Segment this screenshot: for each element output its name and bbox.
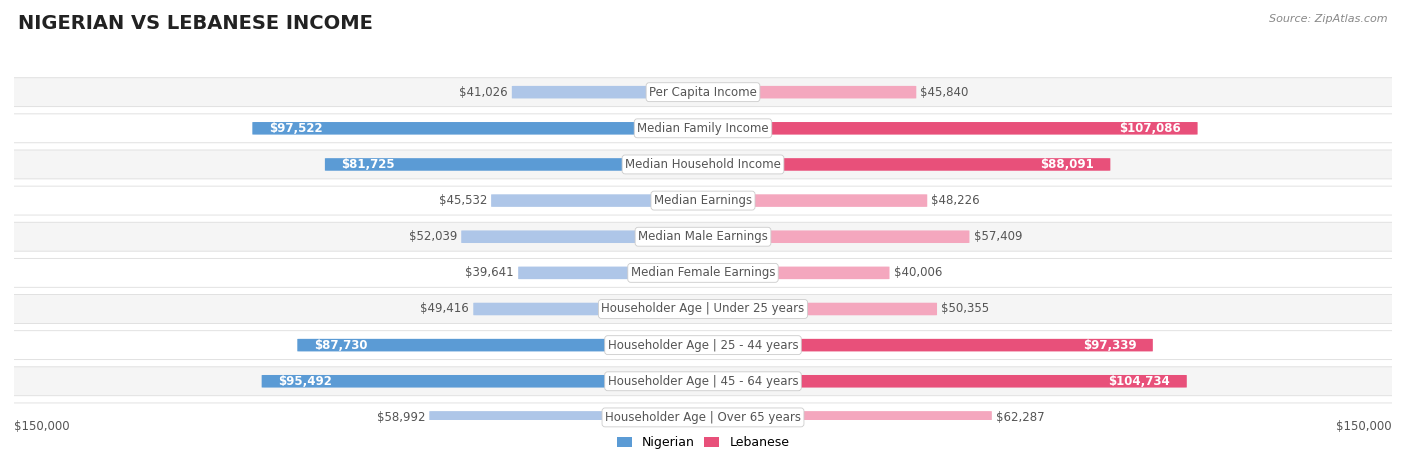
Text: NIGERIAN VS LEBANESE INCOME: NIGERIAN VS LEBANESE INCOME <box>18 14 373 33</box>
FancyBboxPatch shape <box>519 267 706 279</box>
Text: $58,992: $58,992 <box>377 411 425 424</box>
FancyBboxPatch shape <box>7 403 1399 432</box>
Text: $150,000: $150,000 <box>1336 419 1392 432</box>
FancyBboxPatch shape <box>7 367 1399 396</box>
FancyBboxPatch shape <box>700 194 927 207</box>
FancyBboxPatch shape <box>7 78 1399 106</box>
Text: $57,409: $57,409 <box>973 230 1022 243</box>
FancyBboxPatch shape <box>512 86 706 99</box>
Text: $50,355: $50,355 <box>941 303 990 316</box>
Text: $150,000: $150,000 <box>14 419 70 432</box>
FancyBboxPatch shape <box>700 375 1187 388</box>
FancyBboxPatch shape <box>700 158 1111 171</box>
FancyBboxPatch shape <box>7 331 1399 360</box>
Text: $88,091: $88,091 <box>1040 158 1094 171</box>
FancyBboxPatch shape <box>700 303 936 315</box>
Text: $52,039: $52,039 <box>409 230 457 243</box>
Text: $107,086: $107,086 <box>1119 122 1181 135</box>
FancyBboxPatch shape <box>491 194 706 207</box>
FancyBboxPatch shape <box>7 222 1399 251</box>
FancyBboxPatch shape <box>7 258 1399 287</box>
Text: Median Earnings: Median Earnings <box>654 194 752 207</box>
FancyBboxPatch shape <box>474 303 706 315</box>
Text: $87,730: $87,730 <box>314 339 367 352</box>
Text: $48,226: $48,226 <box>931 194 980 207</box>
Text: $41,026: $41,026 <box>458 85 508 99</box>
Text: $97,339: $97,339 <box>1083 339 1136 352</box>
Text: Median Male Earnings: Median Male Earnings <box>638 230 768 243</box>
Text: $49,416: $49,416 <box>420 303 470 316</box>
FancyBboxPatch shape <box>252 122 706 134</box>
FancyBboxPatch shape <box>7 186 1399 215</box>
FancyBboxPatch shape <box>700 267 890 279</box>
FancyBboxPatch shape <box>297 339 706 352</box>
FancyBboxPatch shape <box>7 114 1399 143</box>
FancyBboxPatch shape <box>262 375 706 388</box>
Text: Householder Age | 25 - 44 years: Householder Age | 25 - 44 years <box>607 339 799 352</box>
Text: Householder Age | Over 65 years: Householder Age | Over 65 years <box>605 411 801 424</box>
Text: $39,641: $39,641 <box>465 266 515 279</box>
Text: $40,006: $40,006 <box>894 266 942 279</box>
Text: $45,840: $45,840 <box>921 85 969 99</box>
FancyBboxPatch shape <box>700 339 1153 352</box>
FancyBboxPatch shape <box>429 411 706 424</box>
FancyBboxPatch shape <box>700 122 1198 134</box>
FancyBboxPatch shape <box>7 295 1399 324</box>
Text: Median Female Earnings: Median Female Earnings <box>631 266 775 279</box>
Text: Median Household Income: Median Household Income <box>626 158 780 171</box>
Text: $104,734: $104,734 <box>1108 375 1170 388</box>
Text: Per Capita Income: Per Capita Income <box>650 85 756 99</box>
FancyBboxPatch shape <box>325 158 706 171</box>
Text: $97,522: $97,522 <box>269 122 322 135</box>
FancyBboxPatch shape <box>700 230 969 243</box>
Text: Householder Age | Under 25 years: Householder Age | Under 25 years <box>602 303 804 316</box>
FancyBboxPatch shape <box>7 150 1399 179</box>
Text: Source: ZipAtlas.com: Source: ZipAtlas.com <box>1270 14 1388 24</box>
Text: Householder Age | 45 - 64 years: Householder Age | 45 - 64 years <box>607 375 799 388</box>
FancyBboxPatch shape <box>700 86 917 99</box>
Text: $81,725: $81,725 <box>342 158 395 171</box>
Legend: Nigerian, Lebanese: Nigerian, Lebanese <box>612 431 794 454</box>
Text: $62,287: $62,287 <box>995 411 1045 424</box>
FancyBboxPatch shape <box>461 230 706 243</box>
Text: Median Family Income: Median Family Income <box>637 122 769 135</box>
Text: $45,532: $45,532 <box>439 194 486 207</box>
Text: $95,492: $95,492 <box>278 375 332 388</box>
FancyBboxPatch shape <box>700 411 991 424</box>
